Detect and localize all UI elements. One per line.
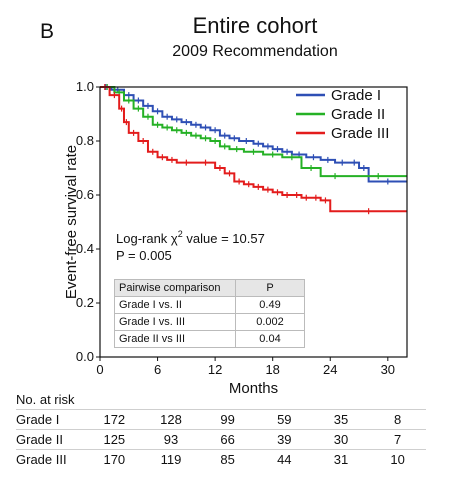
- pairwise-comparison: Grade II vs III: [114, 330, 236, 348]
- pairwise-row: Grade II vs III 0.04: [114, 330, 305, 348]
- risk-cell: 128: [142, 409, 200, 430]
- risk-row-label: Grade III: [16, 449, 86, 469]
- plot-frame: [99, 86, 408, 358]
- x-tick-label: 6: [154, 362, 161, 377]
- pairwise-header-p: P: [235, 279, 305, 297]
- y-tick-label: 0.4: [76, 241, 94, 256]
- x-tick-label: 24: [323, 362, 337, 377]
- risk-cell: 39: [255, 429, 313, 450]
- pairwise-p: 0.002: [235, 313, 305, 331]
- risk-cell: 99: [199, 409, 256, 430]
- y-axis-label: Event-free survival rate: [63, 145, 80, 299]
- x-tick-label: 18: [265, 362, 279, 377]
- pairwise-row: Grade I vs. II 0.49: [114, 296, 305, 314]
- legend: Grade I Grade II Grade III: [296, 87, 389, 142]
- risk-cell: 170: [86, 449, 143, 469]
- risk-cell: 85: [199, 449, 256, 469]
- p-value-annotation: P = 0.005: [116, 248, 172, 263]
- x-tick-label: 30: [381, 362, 395, 377]
- y-tick-label: 0.8: [76, 133, 94, 148]
- panel-letter: B: [40, 20, 55, 43]
- risk-cell: 7: [369, 429, 426, 450]
- km-plot: 0.0 0.2 0.4 0.6 0.8 1.0 0 6 12 18 24 30 Months Event-…: [63, 79, 408, 397]
- pairwise-table: Pairwise comparison P Grade I vs. II 0.4…: [114, 279, 305, 348]
- chart-title: Entire cohort: [192, 13, 318, 38]
- survival-curves: [100, 84, 407, 215]
- y-tick-label: 0.2: [76, 295, 94, 310]
- survival-curve-1: [100, 86, 407, 183]
- risk-table: Grade I 172 128 99 59 35 8 Grade II 125 …: [16, 409, 426, 469]
- x-tick-label: 0: [96, 362, 103, 377]
- risk-cell: 125: [86, 429, 143, 450]
- risk-cell: 31: [312, 449, 370, 469]
- x-axis-label: Months: [229, 380, 278, 397]
- axes: 0.0 0.2 0.4 0.6 0.8 1.0 0 6 12 18 24 30 Months Event-…: [63, 79, 408, 397]
- x-tick-label: 12: [208, 362, 222, 377]
- risk-cell: 93: [142, 429, 200, 450]
- risk-row-label: Grade I: [16, 409, 86, 430]
- risk-row: Grade III 170 119 85 44 31 10: [16, 449, 426, 469]
- logrank-annotation: Log-rank χ2 value = 10.57: [116, 229, 265, 246]
- risk-table-section: No. at risk Grade I 172 128 99 59 35 8 G…: [16, 392, 426, 469]
- pairwise-p: 0.49: [235, 296, 305, 314]
- y-tick-label: 0.0: [76, 349, 94, 364]
- survival-curve-2: [100, 86, 407, 178]
- risk-row-label: Grade II: [16, 429, 86, 450]
- pairwise-comparison: Grade I vs. III: [114, 313, 236, 331]
- pairwise-p: 0.04: [235, 330, 305, 348]
- y-tick-label: 0.6: [76, 187, 94, 202]
- pairwise-row: Grade I vs. III 0.002: [114, 313, 305, 331]
- risk-cell: 66: [199, 429, 256, 450]
- chart-subtitle: 2009 Recommendation: [172, 43, 338, 60]
- risk-cell: 44: [255, 449, 313, 469]
- risk-cell: 35: [312, 409, 370, 430]
- risk-cell: 119: [142, 449, 200, 469]
- pairwise-header-comparison: Pairwise comparison: [114, 279, 236, 297]
- legend-label: Grade I: [331, 87, 381, 104]
- risk-cell: 59: [255, 409, 313, 430]
- legend-label: Grade II: [331, 106, 385, 123]
- risk-cell: 30: [312, 429, 370, 450]
- risk-cell: 172: [86, 409, 143, 430]
- risk-cell: 8: [369, 409, 426, 430]
- pairwise-header-row: Pairwise comparison P: [114, 279, 305, 297]
- pairwise-comparison: Grade I vs. II: [114, 296, 236, 314]
- risk-row: Grade II 125 93 66 39 30 7: [16, 429, 426, 450]
- y-tick-label: 1.0: [76, 79, 94, 94]
- legend-label: Grade III: [331, 125, 389, 142]
- survival-curve-3: [100, 86, 407, 213]
- risk-cell: 10: [369, 449, 426, 469]
- risk-table-title: No. at risk: [16, 392, 75, 407]
- risk-row: Grade I 172 128 99 59 35 8: [16, 409, 426, 430]
